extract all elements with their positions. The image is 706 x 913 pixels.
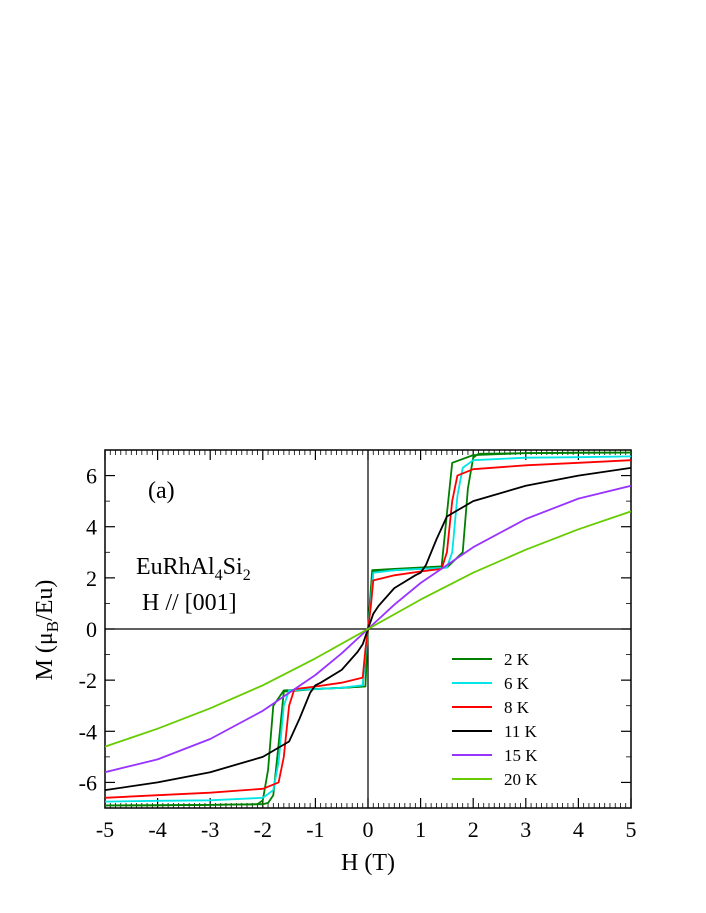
y-tick-label: -6: [79, 770, 97, 795]
x-tick-label: 3: [520, 817, 531, 842]
axis-ticks: -5 -4 -3 -2 -1 0 1 2 3 4 5 -6 -4 -2 0 2 4 6: [79, 449, 637, 842]
series-return-line-2-k: [105, 451, 631, 807]
x-tick-label: -4: [148, 817, 166, 842]
y-tick-label: 0: [86, 617, 97, 642]
legend-label-2-k: 2 K: [504, 650, 530, 669]
x-tick-label: -3: [201, 817, 219, 842]
x-tick-label: 1: [415, 817, 426, 842]
y-axis-label-sub: B: [43, 621, 62, 632]
compound-sub-2: 2: [243, 567, 251, 584]
compound-sub-1: 4: [215, 567, 223, 584]
legend-label-6-k: 6 K: [504, 674, 530, 693]
legend-label-11-k: 11 K: [504, 722, 538, 741]
legend-label-8-k: 8 K: [504, 698, 530, 717]
x-tick-label: -1: [306, 817, 324, 842]
compound-label: EuRhAl4Si2: [136, 554, 251, 584]
x-tick-label: 2: [468, 817, 479, 842]
legend-label-20-k: 20 K: [504, 770, 538, 789]
legend-label-15-k: 15 K: [504, 746, 538, 765]
y-tick-label: 6: [86, 464, 97, 489]
y-tick-label: -4: [79, 719, 97, 744]
field-direction-label: H // [001]: [142, 590, 237, 616]
y-tick-label: -2: [79, 668, 97, 693]
x-tick-label: 0: [363, 817, 374, 842]
x-tick-label: -2: [254, 817, 272, 842]
y-tick-label: 4: [86, 515, 97, 540]
legend: 2 K 6 K 8 K 11 K 15 K 20 K: [452, 650, 538, 789]
data-curves: [105, 451, 631, 807]
x-tick-label: -5: [96, 817, 114, 842]
x-tick-label: 5: [626, 817, 637, 842]
series-line-20-k: [105, 510, 631, 748]
y-tick-label: 2: [86, 566, 97, 591]
x-tick-label: 4: [573, 817, 584, 842]
x-axis-label: H (T): [341, 850, 395, 876]
panel-label: (a): [148, 478, 175, 504]
y-axis-label: M (μB/Eu): [32, 580, 62, 681]
